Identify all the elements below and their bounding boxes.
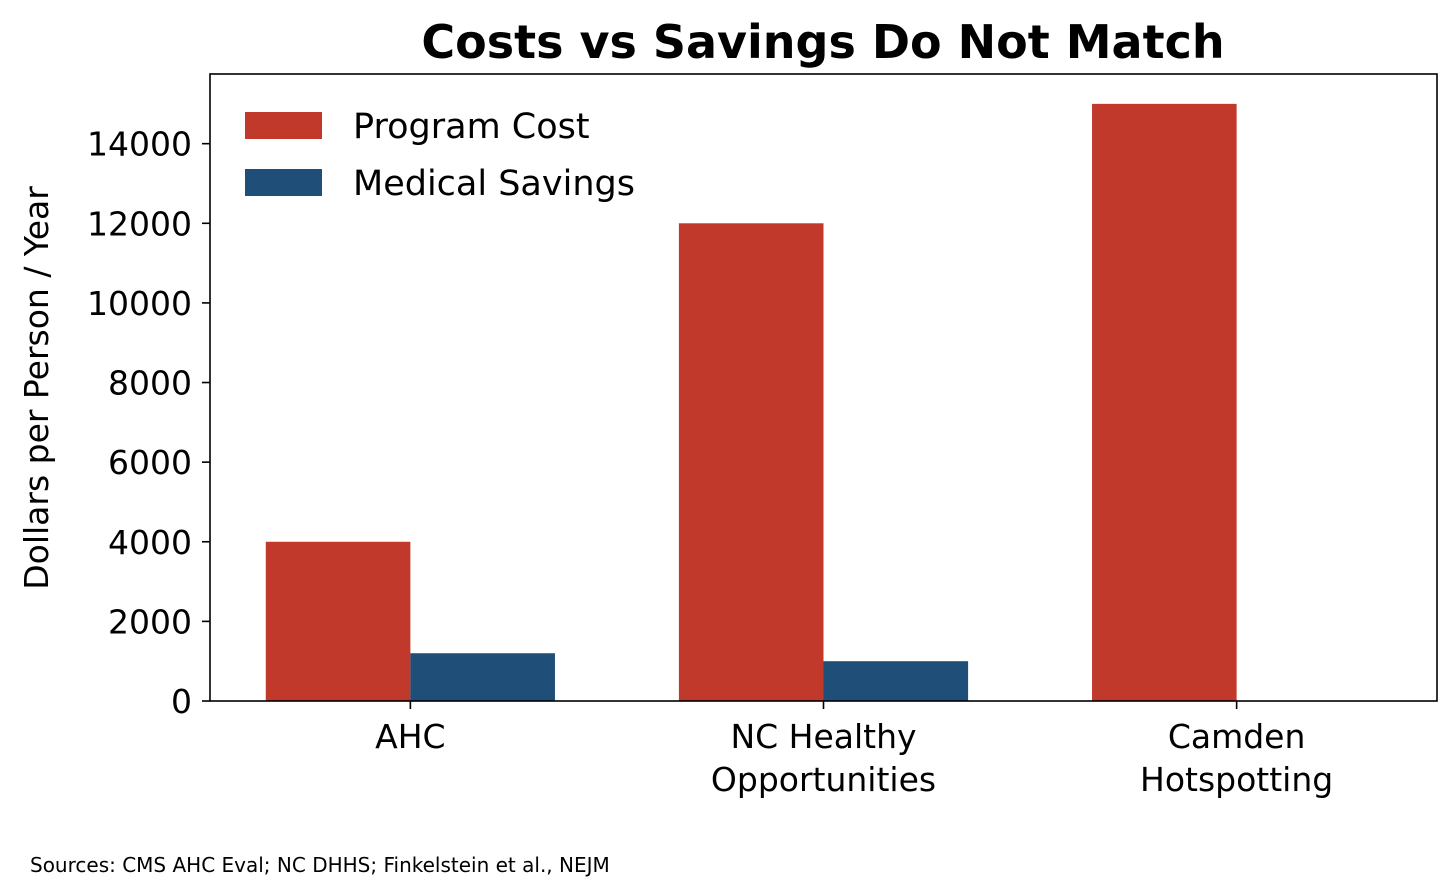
x-tick-label-line: Camden xyxy=(1168,717,1306,756)
program-cost-bar-2 xyxy=(1092,103,1237,702)
legend-swatch xyxy=(245,169,322,196)
medical-savings-bar-0 xyxy=(410,653,555,701)
x-tick-label-line: Opportunities xyxy=(711,760,936,799)
x-tick-label: NC Healthy Opportunities xyxy=(711,717,936,799)
x-tick-label-line: NC Healthy xyxy=(730,717,916,756)
chart-title: Costs vs Savings Do Not Match xyxy=(421,15,1224,69)
legend-label: Program Cost xyxy=(353,107,590,147)
medical-savings-bar-1 xyxy=(823,661,969,701)
x-tick-label: AHC xyxy=(375,717,445,756)
y-tick-label: 8000 xyxy=(108,364,192,403)
legend-label: Medical Savings xyxy=(353,164,635,204)
y-tick-label: 0 xyxy=(171,682,192,721)
x-tick-label-line: Hotspotting xyxy=(1140,760,1333,799)
y-tick-label: 12000 xyxy=(87,204,192,243)
y-tick-label: 4000 xyxy=(108,523,192,562)
legend-swatch xyxy=(245,112,322,139)
program-cost-bar-1 xyxy=(678,223,824,702)
legend: Program Cost Medical Savings xyxy=(245,107,635,204)
program-cost-bar-0 xyxy=(265,541,411,701)
y-tick-label: 10000 xyxy=(87,284,192,323)
y-tick-label: 2000 xyxy=(108,602,192,641)
y-tick-label: 14000 xyxy=(87,125,192,164)
y-tick-label: 6000 xyxy=(108,443,192,482)
x-tick-label: Camden Hotspotting xyxy=(1140,717,1333,799)
x-tick-label-line: AHC xyxy=(375,717,445,756)
sources-footnote: Sources: CMS AHC Eval; NC DHHS; Finkelst… xyxy=(30,853,610,877)
y-axis-label: Dollars per Person / Year xyxy=(17,186,56,590)
